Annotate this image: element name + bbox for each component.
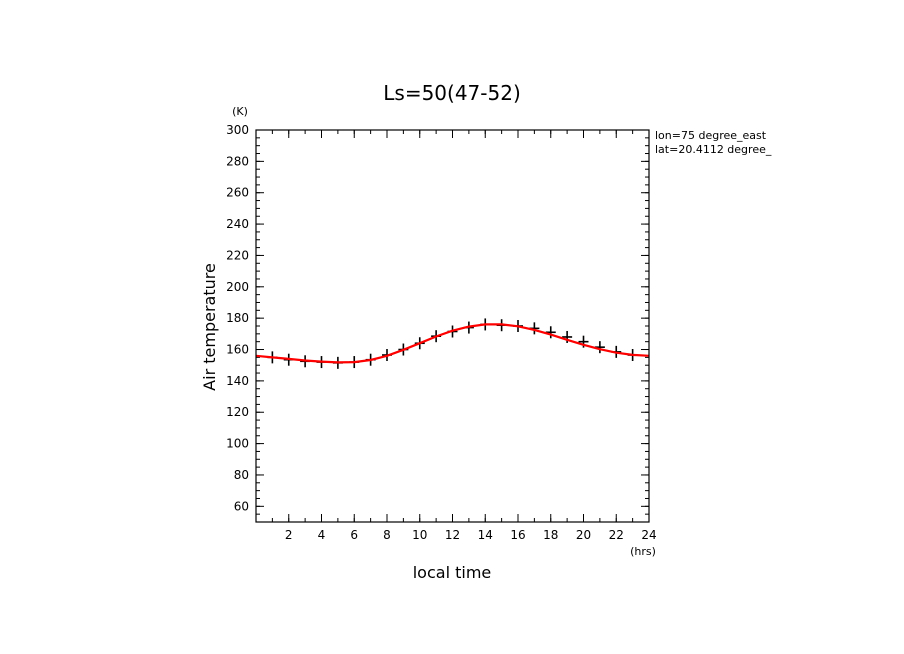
y-tick-label: 160 bbox=[226, 343, 249, 357]
data-point-marker bbox=[545, 326, 556, 339]
y-tick-label: 60 bbox=[234, 499, 249, 513]
y-tick-label: 180 bbox=[226, 311, 249, 325]
y-tick-label: 240 bbox=[226, 217, 249, 231]
x-tick-label: 22 bbox=[609, 528, 624, 542]
chart-title: Ls=50(47-52) bbox=[383, 81, 521, 105]
x-tick-label: 18 bbox=[543, 528, 558, 542]
y-tick-label: 220 bbox=[226, 248, 249, 262]
x-tick-label: 16 bbox=[510, 528, 525, 542]
y-axis-label: Air temperature bbox=[200, 263, 219, 391]
y-unit-label: (K) bbox=[232, 105, 248, 118]
x-tick-label: 2 bbox=[285, 528, 293, 542]
annotation-lon: lon=75 degree_east bbox=[655, 129, 767, 142]
data-point-marker bbox=[562, 330, 573, 343]
x-tick-label: 12 bbox=[445, 528, 460, 542]
x-tick-label: 10 bbox=[412, 528, 427, 542]
plot-frame bbox=[255, 129, 650, 523]
fit-line bbox=[255, 323, 650, 364]
y-tick-label: 120 bbox=[226, 405, 249, 419]
y-tick-label: 140 bbox=[226, 374, 249, 388]
x-unit-label: (hrs) bbox=[630, 545, 656, 558]
x-tick-label: 6 bbox=[350, 528, 358, 542]
y-tick-label: 300 bbox=[226, 123, 249, 137]
x-tick-label: 24 bbox=[641, 528, 656, 542]
y-tick-label: 200 bbox=[226, 280, 249, 294]
y-tick-label: 80 bbox=[234, 468, 249, 482]
y-tick-label: 280 bbox=[226, 154, 249, 168]
x-axis-label: local time bbox=[413, 563, 492, 582]
x-tick-label: 20 bbox=[576, 528, 591, 542]
y-tick-label: 260 bbox=[226, 186, 249, 200]
x-tick-label: 14 bbox=[478, 528, 493, 542]
annotation-lat: lat=20.4112 degree_ bbox=[655, 143, 772, 156]
y-tick-label: 100 bbox=[226, 437, 249, 451]
x-tick-label: 4 bbox=[318, 528, 326, 542]
x-tick-label: 8 bbox=[383, 528, 391, 542]
